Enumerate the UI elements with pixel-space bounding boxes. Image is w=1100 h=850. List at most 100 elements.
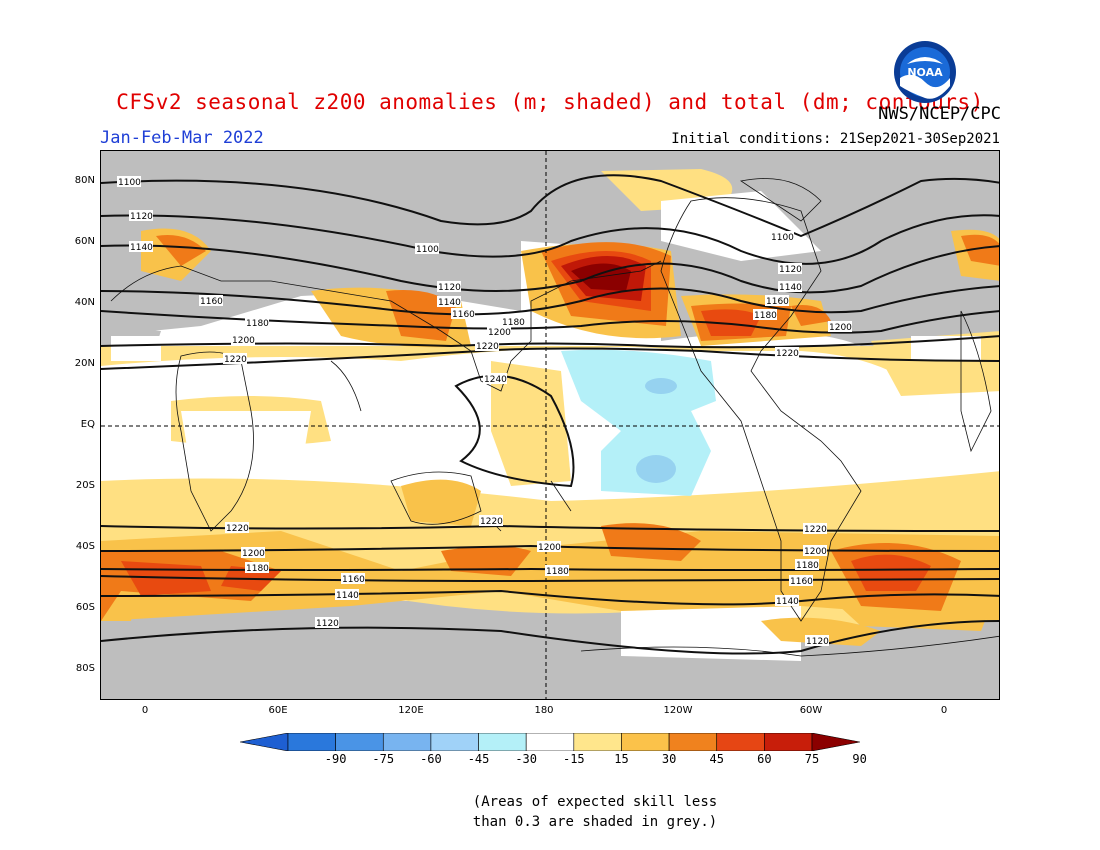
svg-text:1160: 1160 [452, 310, 475, 320]
contour-label-1160c: 1160 [765, 295, 789, 307]
lat-label-20n: 20N [74, 358, 95, 369]
contour-label-group: 1100 1100 1100 1120 1120 1120 1120 1120 … [117, 176, 852, 647]
svg-text:1120: 1120 [806, 637, 829, 647]
contour-label-1200e: 1200 [537, 541, 561, 553]
svg-text:1200: 1200 [829, 323, 852, 333]
svg-text:1200: 1200 [804, 547, 827, 557]
svg-text:1220: 1220 [476, 342, 499, 352]
contour-label-1200b: 1200 [487, 326, 511, 338]
svg-text:1220: 1220 [776, 349, 799, 359]
colorbar-tick-label: -60 [420, 752, 442, 766]
color-scale-bar [240, 733, 860, 751]
initial-conditions: Initial conditions: 21Sep2021-30Sep2021 [671, 131, 1000, 147]
contour-label-1180d: 1180 [245, 562, 269, 574]
forecast-period: Jan-Feb-Mar 2022 [100, 128, 264, 148]
svg-text:1220: 1220 [224, 355, 247, 365]
contour-label-1100a: 1100 [117, 176, 141, 188]
colorbar-cells [240, 733, 860, 751]
svg-text:1120: 1120 [779, 265, 802, 275]
svg-text:1160: 1160 [342, 575, 365, 585]
lat-label-eq: EQ [80, 419, 95, 430]
lat-label-60s: 60S [75, 602, 95, 613]
contour-label-1200f: 1200 [803, 545, 827, 557]
colorbar-cell-10 [764, 733, 813, 751]
contour-label-1120b: 1120 [437, 281, 461, 293]
colorbar-tick-label: 15 [614, 752, 629, 766]
contour-label-1200c: 1200 [828, 321, 852, 333]
svg-text:1160: 1160 [200, 297, 223, 307]
contour-label-1140b: 1140 [437, 296, 461, 308]
lat-label-40n: 40N [74, 297, 95, 308]
lon-label-0: 0 [141, 705, 149, 716]
lon-label-120w: 120W [663, 705, 693, 716]
svg-text:1220: 1220 [804, 525, 827, 535]
contour-label-1220e: 1220 [479, 515, 503, 527]
contour-label-1140d: 1140 [335, 589, 359, 601]
svg-text:1140: 1140 [438, 298, 461, 308]
colorbar-tick-label: -30 [515, 752, 538, 766]
svg-text:1100: 1100 [771, 233, 794, 243]
colorbar-tick-label: -90 [324, 752, 347, 766]
svg-text:1240: 1240 [484, 375, 507, 385]
logo-text: NOAA [907, 66, 943, 79]
svg-text:1140: 1140 [776, 597, 799, 607]
contour-label-1140e: 1140 [775, 595, 799, 607]
contour-label-1140a: 1140 [129, 241, 153, 253]
svg-text:1140: 1140 [779, 283, 802, 293]
map-canvas: 1100 1100 1100 1120 1120 1120 1120 1120 … [101, 151, 999, 699]
svg-text:1100: 1100 [118, 178, 141, 188]
colorbar-tick-label: 60 [757, 752, 772, 766]
colorbar-cell-5 [525, 733, 575, 751]
svg-text:1180: 1180 [546, 567, 569, 577]
contour-label-1100c: 1100 [770, 231, 794, 243]
colorbar-cell-4 [478, 733, 527, 751]
svg-text:1140: 1140 [130, 243, 153, 253]
svg-text:1160: 1160 [766, 297, 789, 307]
colorbar-tick-label: -75 [372, 752, 395, 766]
contour-label-1120c: 1120 [778, 263, 802, 275]
svg-text:1140: 1140 [336, 591, 359, 601]
noaa-logo-icon: NOAA [894, 41, 956, 103]
lon-label-0-east: 0 [940, 705, 948, 716]
colorbar-tick-label: -15 [562, 752, 585, 766]
colorbar-cell-0 [287, 733, 336, 751]
contour-label-1200a: 1200 [231, 334, 255, 346]
colorbar-max-arrow [811, 733, 860, 751]
lat-label-40s: 40S [75, 541, 95, 552]
contour-label-1120a: 1120 [129, 210, 153, 222]
contour-label-1100b: 1100 [415, 243, 439, 255]
lat-label-20s: 20S [75, 480, 95, 491]
lon-label-120e: 120E [398, 705, 424, 716]
positive-anomaly-90 [571, 263, 631, 291]
contour-label-1180a: 1180 [245, 317, 269, 329]
contour-label-1120e: 1120 [805, 635, 829, 647]
svg-text:1180: 1180 [246, 319, 269, 329]
skill-note-line2: than 0.3 are shaded in grey.) [472, 814, 718, 830]
contour-label-1180b: 1180 [501, 316, 525, 328]
skill-note: (Areas of expected skill less than 0.3 a… [0, 792, 1100, 832]
svg-text:1180: 1180 [796, 561, 819, 571]
svg-text:1120: 1120 [316, 619, 339, 629]
contour-label-1220b: 1220 [475, 340, 499, 352]
lon-label-180: 180 [534, 705, 554, 716]
negative-anomaly-15 [561, 349, 716, 496]
contour-label-1160b: 1160 [451, 308, 475, 320]
contour-label-1120d: 1120 [315, 617, 339, 629]
svg-text:1200: 1200 [242, 549, 265, 559]
lat-label-80n: 80N [74, 175, 95, 186]
negative-anomaly-30 [636, 378, 677, 483]
colorbar-tick-label: 90 [852, 752, 867, 766]
colorbar-tick-label: 30 [661, 752, 677, 766]
svg-text:1180: 1180 [754, 311, 777, 321]
contour-label-1200d: 1200 [241, 547, 265, 559]
svg-text:1180: 1180 [246, 564, 269, 574]
coastlines [110, 178, 999, 657]
contour-label-1240: 1240 [483, 373, 507, 385]
contour-label-1140c: 1140 [778, 281, 802, 293]
contour-label-1160d: 1160 [341, 573, 365, 585]
contour-label-1180f: 1180 [795, 559, 819, 571]
colorbar-cell-8 [668, 733, 718, 751]
svg-text:1180: 1180 [502, 318, 525, 328]
agency-label: NWS/NCEP/CPC [878, 104, 1001, 124]
colorbar-cell-1 [335, 733, 384, 751]
